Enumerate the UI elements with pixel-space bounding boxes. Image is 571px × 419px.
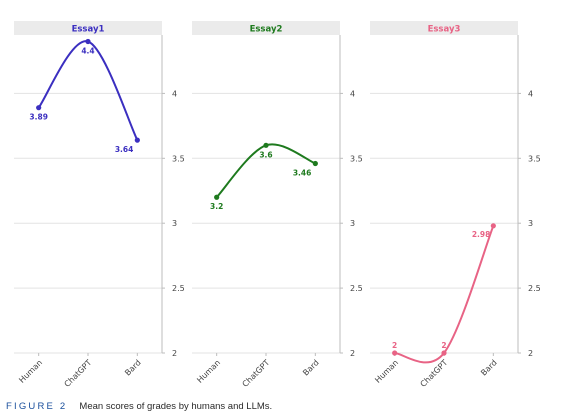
- y-tick-label: 3: [350, 219, 355, 228]
- panel-1: Essay1 2 2.5 3 3.5 4 Human ChatGPT Bard 3.89 4.4 3.…: [14, 21, 185, 389]
- y-tick-label: 4: [350, 89, 355, 98]
- y-tick-label: 2.5: [350, 284, 363, 293]
- x-tick-label: Bard: [301, 358, 321, 378]
- data-label: 2: [392, 341, 397, 350]
- data-point: [490, 223, 496, 229]
- series-line: [394, 225, 495, 364]
- facet-title: Essay3: [428, 25, 461, 35]
- y-tick-label: 2: [172, 349, 177, 358]
- facet-title: Essay1: [72, 25, 105, 35]
- data-label: 2: [441, 341, 446, 350]
- data-label: 3.46: [293, 168, 312, 177]
- data-label: 3.64: [115, 145, 134, 154]
- data-label: 3.2: [210, 202, 223, 211]
- y-tick-label: 2: [350, 349, 355, 358]
- y-tick-label: 4: [172, 89, 177, 98]
- data-point: [312, 160, 318, 167]
- data-point: [392, 350, 398, 356]
- x-tick-label: ChatGPT: [241, 358, 272, 389]
- y-tick-label: 2.5: [528, 284, 541, 293]
- x-tick-label: Human: [17, 358, 44, 385]
- x-tick-label: Bard: [123, 358, 143, 378]
- y-tick-label: 2.5: [172, 284, 185, 293]
- y-tick-label: 3.5: [528, 154, 541, 163]
- data-point: [441, 350, 447, 356]
- y-tick-label: 3.5: [172, 154, 185, 163]
- y-tick-label: 2: [528, 349, 533, 358]
- caption-text: Mean scores of grades by humans and LLMs…: [79, 401, 273, 412]
- data-label: 4.4: [81, 46, 94, 55]
- data-label: 3.89: [29, 113, 48, 122]
- data-label: 2.98: [472, 230, 491, 239]
- data-point: [85, 38, 91, 45]
- data-point: [263, 142, 269, 148]
- y-tick-label: 3.5: [350, 154, 363, 163]
- y-tick-label: 3: [172, 219, 177, 228]
- x-tick-label: Bard: [479, 358, 499, 378]
- data-point: [134, 137, 140, 143]
- data-label: 3.6: [259, 150, 272, 159]
- facet-strip: [14, 21, 162, 35]
- caption-label: FIGURE 2: [6, 401, 68, 412]
- x-tick-label: ChatGPT: [63, 358, 94, 389]
- x-tick-label: Human: [373, 358, 400, 385]
- facet-strip: [370, 21, 518, 35]
- data-point: [36, 105, 42, 111]
- facet-title: Essay2: [250, 25, 283, 35]
- panel-2: Essay2 2 2.5 3 3.5 4 Human ChatGPT Bard 3.2 3.6 3.4…: [192, 21, 363, 389]
- facet-strip: [192, 21, 340, 35]
- data-point: [214, 194, 220, 200]
- essay-score-chart: Essay1 2 2.5 3 3.5 4 Human ChatGPT Bard 3.89 4.4 3.…: [14, 21, 541, 389]
- y-tick-label: 4: [528, 89, 533, 98]
- series-line: [37, 40, 139, 141]
- y-tick-label: 3: [528, 219, 533, 228]
- x-tick-label: Human: [195, 358, 222, 385]
- figure-caption: FIGURE 2 Mean scores of grades by humans …: [6, 401, 272, 412]
